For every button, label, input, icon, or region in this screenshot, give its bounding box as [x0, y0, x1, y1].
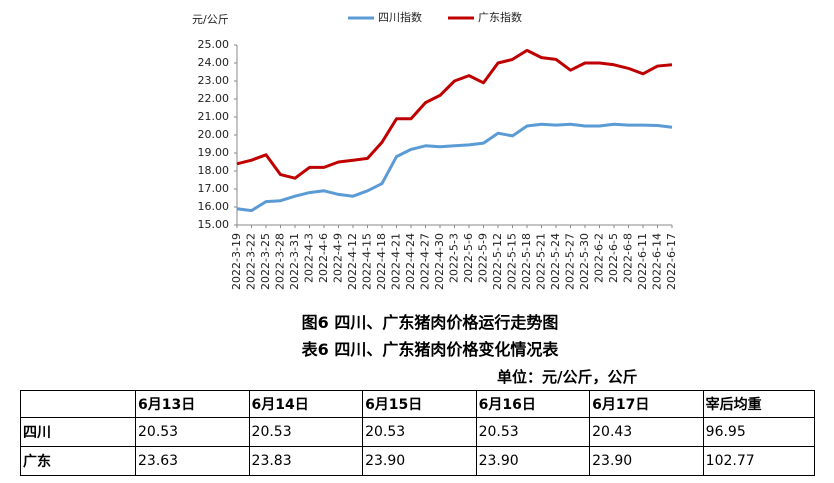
legend-label: 四川指数	[378, 10, 422, 24]
cell: 96.95	[702, 417, 816, 447]
cell: 23.90	[589, 446, 704, 476]
y-tick-label: 16.00	[198, 200, 230, 213]
header-cell: 6月15日	[362, 390, 477, 418]
y-tick-label: 15.00	[198, 218, 230, 231]
header-cell: 6月16日	[475, 390, 591, 418]
x-tick-label: 2022-5-15	[506, 233, 519, 290]
x-tick-label: 2022-6-11	[636, 233, 649, 290]
header-cell: 6月17日	[589, 390, 704, 418]
x-tick-label: 2022-6-14	[651, 233, 664, 290]
y-tick-label: 25.00	[198, 38, 230, 51]
x-tick-label: 2022-4-6	[317, 233, 330, 283]
x-tick-label: 2022-4-21	[390, 233, 403, 290]
cell: 四川	[20, 417, 136, 447]
x-tick-label: 2022-4-12	[346, 233, 359, 290]
x-tick-label: 2022-5-24	[549, 233, 562, 290]
chart: 元/公斤 15.00 16.00 17.00 18.00 19.00 20.00 21.00…	[192, 10, 678, 290]
legend-label: 广东指数	[478, 10, 522, 24]
x-tick-label: 2022-3-19	[230, 233, 243, 290]
x-tick-label: 2022-3-31	[288, 233, 301, 290]
cell: 20.43	[589, 417, 704, 447]
cell: 23.90	[475, 446, 591, 476]
cell: 广东	[20, 446, 136, 476]
cell: 23.90	[362, 446, 477, 476]
cell: 20.53	[248, 417, 364, 447]
caption: 表6 四川、广东猪肉价格变化情况表	[301, 340, 559, 359]
x-tick-label: 2022-6-2	[593, 233, 606, 283]
table: 6月13日 6月14日 6月15日 6月16日 6月17日 宰后均重 四川 20.53 20.5…	[20, 390, 816, 476]
y-unit: 元/公斤	[192, 13, 229, 26]
x-tick-label: 2022-5-18	[520, 233, 533, 290]
x-tick-label: 2022-6-17	[665, 233, 678, 290]
x-tick-label: 2022-4-27	[419, 233, 432, 290]
x-tick-label: 2022-3-22	[245, 233, 258, 290]
header-cell: 6月14日	[248, 390, 364, 418]
cell: 20.53	[135, 417, 250, 447]
y-tick-label: 17.00	[198, 182, 230, 195]
cell: 23.63	[135, 446, 250, 476]
x-tick-label: 2022-4-30	[433, 233, 446, 290]
y-tick-label: 21.00	[198, 110, 230, 123]
y-tick-label: 23.00	[198, 74, 230, 87]
table-row: 四川 20.53 20.53 20.53 20.53 20.43 96.95	[20, 417, 816, 447]
cell: 20.53	[362, 417, 477, 447]
x-tick-label: 2022-3-28	[274, 233, 287, 290]
x-tick-label: 2022-4-24	[404, 233, 417, 290]
x-tick-label: 2022-4-3	[303, 233, 316, 283]
x-tick-label: 2022-5-3	[448, 233, 461, 283]
x-tick-label: 2022-5-9	[477, 233, 490, 283]
x-tick-label: 2022-5-27	[564, 233, 577, 290]
x-tick-label: 2022-5-30	[578, 233, 591, 290]
caption: 图6 四川、广东猪肉价格运行走势图	[301, 313, 559, 332]
x-tick-label: 2022-4-15	[361, 233, 374, 290]
x-tick-label: 2022-4-18	[375, 233, 388, 290]
cell: 23.83	[248, 446, 364, 476]
y-tick-label: 22.00	[198, 92, 230, 105]
series-line	[236, 122, 673, 213]
cell: 102.77	[702, 446, 816, 476]
y-tick-label: 18.00	[198, 164, 230, 177]
corner	[20, 390, 136, 418]
header-cell: 宰后均重	[702, 390, 816, 418]
header-cell: 6月13日	[135, 390, 250, 418]
table-row: 广东 23.63 23.83 23.90 23.90 23.90 102.77	[20, 446, 816, 476]
x-tick-label: 2022-6-5	[607, 233, 620, 283]
x-tick-label: 2022-5-21	[535, 233, 548, 290]
x-tick-label: 2022-6-8	[622, 233, 635, 283]
x-tick-label: 2022-5-12	[491, 233, 504, 290]
y-tick-label: 24.00	[198, 56, 230, 69]
cell: 20.53	[475, 417, 591, 447]
x-tick-label: 2022-3-25	[259, 233, 272, 290]
unit: 单位：元/公斤，公斤	[497, 368, 638, 386]
series-line	[236, 48, 673, 180]
y-tick-label: 20.00	[198, 128, 230, 141]
x-tick-label: 2022-5-6	[462, 233, 475, 283]
x-tick-label: 2022-4-9	[332, 233, 345, 283]
y-tick-label: 19.00	[198, 146, 230, 159]
